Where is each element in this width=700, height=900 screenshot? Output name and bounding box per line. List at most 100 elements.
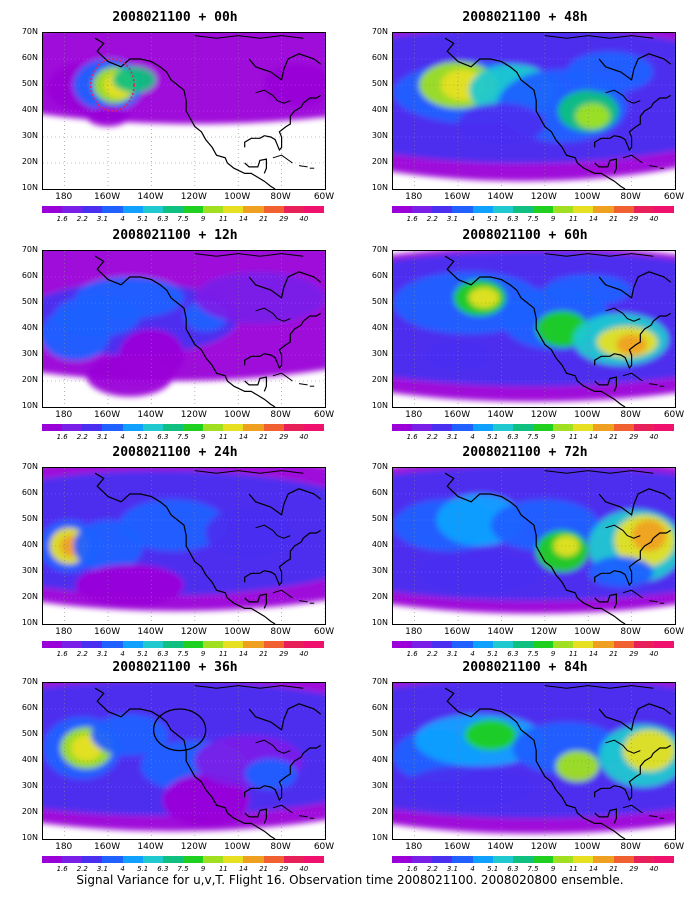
longitude-label: 160W [444, 842, 471, 852]
variance-contour [555, 750, 600, 782]
colorbar-swatch [223, 206, 244, 213]
latitude-label: 10N [21, 183, 38, 192]
variance-map [392, 467, 676, 625]
colorbar-label: 11 [568, 433, 578, 441]
colorbar-swatch [122, 424, 143, 431]
colorbar-label: 5.1 [137, 215, 149, 223]
colorbar-label: 5.1 [137, 650, 149, 658]
latitude-label: 20N [371, 807, 388, 816]
variance-map [392, 32, 676, 190]
colorbar-label: 1.6 [56, 433, 68, 441]
lakes [605, 739, 641, 754]
colorbar-label: 5.1 [137, 865, 149, 873]
colorbar-label: 3.1 [446, 433, 458, 441]
latitude-label: 30N [21, 566, 38, 575]
latitude-label: 20N [371, 157, 388, 166]
coastline [594, 376, 617, 392]
colorbar-swatch [42, 206, 63, 213]
coastline [194, 35, 304, 39]
longitude-label: 120W [530, 192, 557, 202]
longitude-label: 100W [224, 627, 251, 637]
colorbar-swatch [613, 424, 634, 431]
latitude-label: 60N [21, 703, 38, 712]
colorbar-label: 7.5 [527, 433, 539, 441]
variance-contour [575, 103, 610, 130]
colorbar-swatch [102, 424, 123, 431]
colorbar-swatch [82, 424, 103, 431]
colorbar-label: 1.6 [406, 865, 418, 873]
island [622, 372, 643, 382]
variance-contour [118, 499, 228, 552]
longitude-label: 140W [137, 192, 164, 202]
variance-map [392, 682, 676, 840]
colorbar [392, 424, 674, 431]
lakes [255, 739, 291, 754]
colorbar-label: 3.1 [96, 215, 108, 223]
island [622, 589, 643, 599]
colorbar-swatch [613, 856, 634, 863]
colorbar-label: 21 [259, 215, 269, 223]
colorbar-swatch [452, 641, 473, 648]
colorbar-label: 9 [200, 215, 206, 223]
colorbar-label: 6.3 [157, 650, 169, 658]
longitude-label: 80W [270, 192, 291, 202]
colorbar-label: 5.1 [137, 433, 149, 441]
variance-map [42, 32, 326, 190]
colorbar-label: 4 [470, 650, 475, 658]
latitude-label: 60N [371, 703, 388, 712]
island [298, 383, 308, 386]
coastline [94, 472, 276, 624]
colorbar-swatch [182, 856, 204, 863]
colorbar-label: 4 [470, 865, 475, 873]
longitude-label: 100W [574, 842, 601, 852]
latitude-label: 40N [21, 755, 38, 764]
longitude-label: 160W [94, 842, 121, 852]
coastline [94, 687, 276, 839]
map-panel: 2008021100 + 72h 70N 60N 50N 40N 30N 20N 10N 180… [360, 445, 690, 660]
colorbar-label: 40 [299, 433, 309, 441]
longitude-label: 120W [180, 627, 207, 637]
longitude-label: 100W [224, 842, 251, 852]
coastline [94, 255, 276, 407]
latitude-label: 10N [21, 618, 38, 627]
colorbar [392, 641, 674, 648]
colorbar-label: 29 [629, 650, 639, 658]
colorbar-swatch [122, 206, 143, 213]
colorbar-label: 6.3 [157, 433, 169, 441]
coastline [194, 685, 304, 689]
latitude-label: 40N [21, 540, 38, 549]
variance-map [42, 682, 326, 840]
map-panel: 2008021100 + 12h 70N 60N 50N 40N 30N 20N 10N 180… [10, 228, 340, 443]
coastline [244, 593, 267, 609]
map-panel: 2008021100 + 84h 70N 60N 50N 40N 30N 20N 10N 180… [360, 660, 690, 875]
latitude-label: 10N [371, 183, 388, 192]
coastline [598, 271, 672, 299]
colorbar-swatch [492, 424, 513, 431]
colorbar-swatch [653, 856, 674, 863]
colorbar-swatch [243, 206, 264, 213]
colorbar-label: 21 [259, 650, 269, 658]
colorbar-label: 4 [470, 215, 475, 223]
coastline [244, 312, 322, 370]
island [272, 372, 293, 382]
map-panel: 2008021100 + 60h 70N 60N 50N 40N 30N 20N 10N 180… [360, 228, 690, 443]
longitude-label: 160W [94, 192, 121, 202]
coastline [544, 685, 654, 689]
latitude-label: 10N [21, 833, 38, 842]
variance-contour [414, 551, 545, 593]
colorbar-label: 14 [238, 215, 248, 223]
coastline [244, 529, 322, 587]
colorbar-swatch [303, 424, 324, 431]
longitude-label: 100W [574, 410, 601, 420]
colorbar [392, 206, 674, 213]
colorbar-label: 29 [279, 650, 289, 658]
colorbar-label: 1.6 [56, 650, 68, 658]
latitude-label: 70N [21, 27, 38, 36]
latitude-label: 40N [371, 105, 388, 114]
colorbar-label: 3.1 [446, 865, 458, 873]
colorbar-swatch [142, 206, 163, 213]
coastline [594, 744, 672, 802]
longitude-label: 120W [530, 842, 557, 852]
colorbar [42, 424, 324, 431]
longitude-label: 120W [530, 627, 557, 637]
